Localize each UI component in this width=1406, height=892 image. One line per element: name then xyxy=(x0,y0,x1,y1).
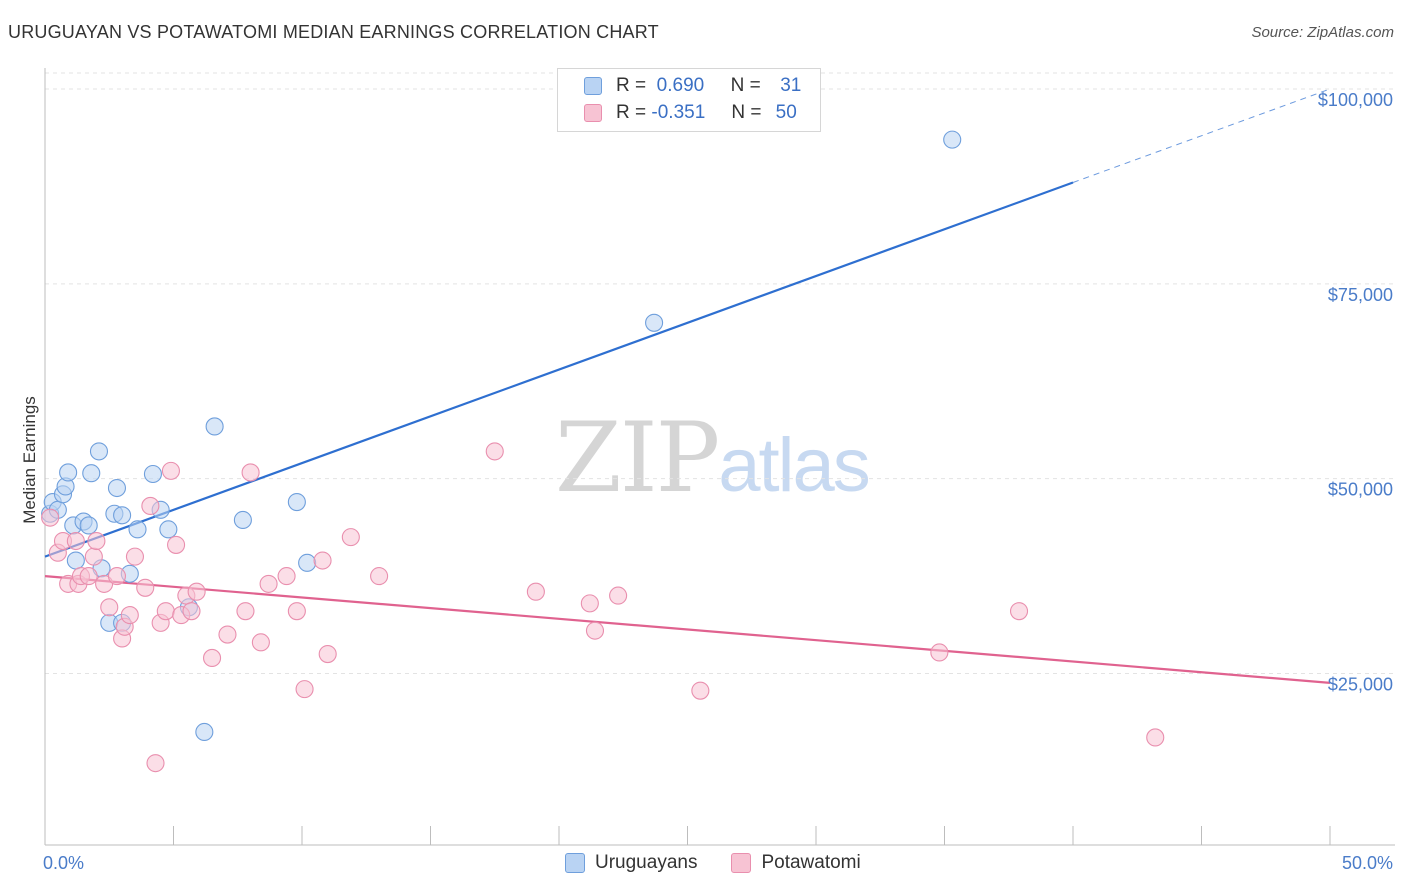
potawatomi-point xyxy=(313,551,332,570)
series-swatch-blue xyxy=(565,853,585,873)
potawatomi-point xyxy=(141,496,160,516)
potawatomi-point xyxy=(100,598,119,617)
potawatomi-point xyxy=(318,644,337,664)
legend-r-value: 0.690 xyxy=(656,75,705,96)
potawatomi-point xyxy=(79,567,98,586)
potawatomi-point xyxy=(287,602,306,621)
potawatomi-point xyxy=(136,578,155,597)
legend-n-label: N = xyxy=(731,102,762,123)
y-tick-label: $25,000 xyxy=(1328,675,1393,695)
uruguayan-point xyxy=(233,510,252,530)
legend-n-value: 31 xyxy=(780,75,802,96)
x-tick-label-min: 0.0% xyxy=(43,853,84,873)
potawatomi-point xyxy=(120,606,139,625)
potawatomi-point xyxy=(609,586,628,605)
potawatomi-point xyxy=(146,754,165,773)
x-tick-label-max: 50.0% xyxy=(1342,853,1393,873)
potawatomi-point xyxy=(691,681,710,700)
legend-swatch-pink xyxy=(584,104,602,122)
y-tick-label: $50,000 xyxy=(1328,480,1393,500)
y-axis-label: Median Earnings xyxy=(20,396,39,524)
potawatomi-trend-line xyxy=(44,575,1331,684)
potawatomi-point xyxy=(218,625,237,644)
uruguayan-point xyxy=(143,464,162,484)
series-label-uruguayans: Uruguayans xyxy=(595,852,698,873)
legend-n-label: N = xyxy=(730,75,761,96)
potawatomi-point xyxy=(182,602,201,621)
potawatomi-point xyxy=(41,508,60,527)
watermark: ZIPatlas xyxy=(555,402,871,514)
potawatomi-point xyxy=(241,463,260,482)
potawatomi-point xyxy=(341,528,360,547)
potawatomi-point xyxy=(259,574,278,593)
potawatomi-point xyxy=(87,531,106,551)
uruguayan-point xyxy=(298,553,317,572)
uruguayan-point xyxy=(107,478,127,498)
watermark-atlas: atlas xyxy=(718,423,871,508)
potawatomi-point xyxy=(580,594,599,613)
potawatomi-point xyxy=(485,442,504,461)
series-legend-potawatomi: Potawatomi xyxy=(731,852,861,874)
axis-labels: $25,000 $50,000 $75,000 $100,000 0.0% 50.0% Me… xyxy=(20,90,1393,873)
uruguayan-point xyxy=(128,520,147,539)
uruguayan-point xyxy=(59,463,78,482)
potawatomi-point xyxy=(187,582,206,601)
uruguayan-point xyxy=(943,130,962,149)
legend-n-value: 50 xyxy=(775,102,797,123)
potawatomi-point xyxy=(107,567,127,586)
grid-lines xyxy=(45,72,1395,675)
legend-swatch-blue xyxy=(584,77,602,95)
potawatomi-point xyxy=(167,535,186,554)
series-swatch-pink xyxy=(731,853,752,873)
legend-r-value: -0.351 xyxy=(651,102,706,123)
watermark-zip: ZIP xyxy=(555,402,720,514)
potawatomi-point xyxy=(66,531,85,551)
potawatomi-point xyxy=(156,602,175,621)
uruguayan-point xyxy=(195,722,214,742)
uruguayan-trend-extension xyxy=(1072,88,1331,183)
uruguayan-point xyxy=(645,313,664,332)
uruguayan-point xyxy=(159,520,178,539)
trend-lines xyxy=(44,88,1331,684)
uruguayan-point xyxy=(66,551,85,570)
potawatomi-point xyxy=(161,461,180,480)
potawatomi-point xyxy=(585,621,605,640)
potawatomi-point xyxy=(125,547,144,566)
uruguayan-trend-line xyxy=(44,181,1074,558)
potawatomi-point xyxy=(203,648,222,667)
correlation-legend: R = 0.690 N = 31 R = -0.351 N = 50 xyxy=(557,68,821,132)
uruguayan-point xyxy=(79,516,98,535)
axes xyxy=(44,68,1395,846)
y-tick-label: $75,000 xyxy=(1328,285,1393,305)
legend-row-uruguayans: R = 0.690 N = 31 xyxy=(584,73,801,99)
uruguayan-point xyxy=(113,506,132,525)
potawatomi-point xyxy=(370,567,389,586)
uruguayan-point xyxy=(205,417,224,436)
potawatomi-point xyxy=(236,602,255,621)
legend-r-label: R = xyxy=(616,75,647,96)
potawatomi-point xyxy=(1146,728,1165,747)
uruguayan-point xyxy=(89,442,109,461)
y-tick-label: $100,000 xyxy=(1318,90,1393,110)
potawatomi-point xyxy=(277,567,296,586)
series-legend: Uruguayans Potawatomi xyxy=(565,852,895,874)
potawatomi-point xyxy=(930,643,949,662)
uruguayan-point xyxy=(287,493,306,512)
uruguayan-point xyxy=(82,464,101,483)
data-points xyxy=(41,130,1165,773)
chart-title: URUGUAYAN VS POTAWATOMI MEDIAN EARNINGS … xyxy=(8,22,659,42)
legend-r-label: R = xyxy=(616,102,647,123)
series-legend-uruguayans: Uruguayans xyxy=(565,852,697,874)
potawatomi-point xyxy=(1009,602,1029,621)
source-label: Source: ZipAtlas.com xyxy=(1251,24,1394,41)
potawatomi-point xyxy=(84,547,103,566)
series-label-potawatomi: Potawatomi xyxy=(761,852,861,873)
legend-row-potawatomi: R = -0.351 N = 50 xyxy=(584,100,797,126)
potawatomi-point xyxy=(295,680,314,699)
potawatomi-point xyxy=(526,582,545,601)
potawatomi-point xyxy=(251,633,270,652)
